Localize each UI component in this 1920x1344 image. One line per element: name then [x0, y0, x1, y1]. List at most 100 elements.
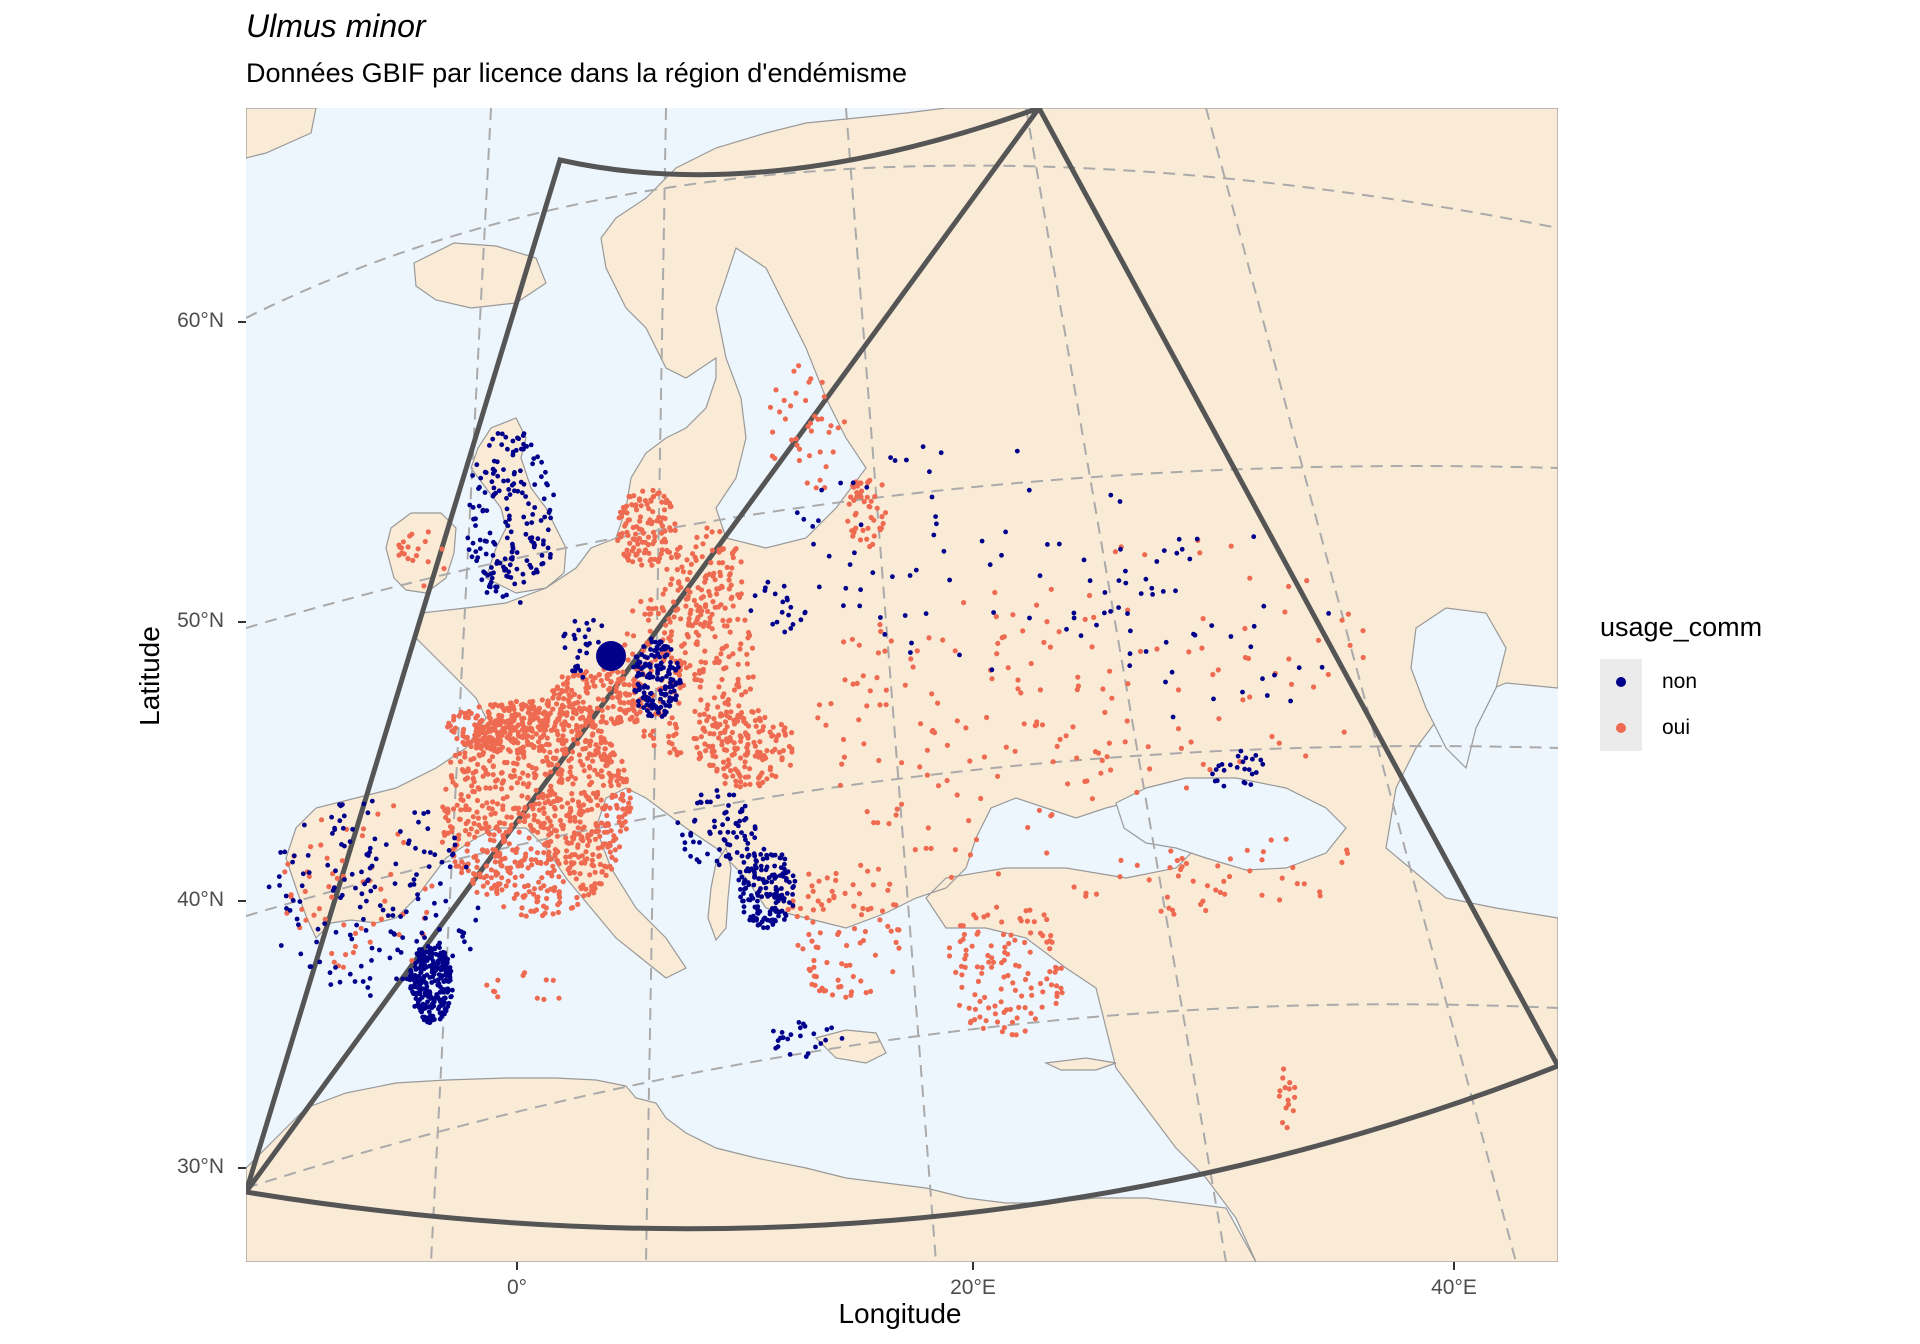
point-non	[776, 913, 781, 919]
point-oui	[545, 798, 551, 804]
point-oui	[459, 870, 465, 876]
point-oui	[687, 569, 693, 576]
point-non	[741, 909, 747, 915]
point-oui	[852, 526, 858, 532]
point-non	[673, 682, 679, 687]
point-oui	[587, 872, 593, 878]
point-non	[779, 609, 785, 615]
point-oui	[703, 602, 709, 608]
point-oui	[637, 557, 643, 563]
point-non	[1253, 753, 1259, 758]
point-non	[733, 820, 739, 826]
point-non	[576, 627, 582, 633]
point-oui	[608, 783, 614, 789]
point-oui	[871, 820, 877, 826]
point-non	[850, 480, 856, 486]
graticule-lat-60	[246, 164, 1558, 319]
point-oui	[1227, 856, 1233, 862]
point-oui	[1200, 616, 1206, 622]
point-oui	[407, 533, 413, 539]
point-oui	[623, 691, 629, 697]
point-oui	[1158, 908, 1164, 914]
point-oui	[1179, 855, 1185, 862]
point-oui	[464, 848, 470, 854]
point-oui	[1292, 1084, 1298, 1091]
point-oui	[560, 710, 566, 716]
point-oui	[504, 734, 510, 740]
point-oui	[548, 727, 554, 734]
point-non	[390, 906, 396, 912]
point-oui	[851, 484, 857, 490]
point-oui	[519, 716, 525, 722]
point-oui	[615, 537, 621, 543]
point-oui	[488, 875, 494, 881]
point-oui	[811, 964, 817, 970]
point-oui	[469, 783, 475, 789]
point-oui	[669, 629, 675, 635]
point-oui	[492, 718, 499, 724]
point-non	[1116, 605, 1121, 610]
point-non	[737, 869, 743, 875]
point-oui	[465, 767, 471, 773]
point-oui	[721, 747, 727, 753]
point-oui	[1175, 873, 1181, 879]
point-non	[635, 664, 641, 669]
point-oui	[1021, 721, 1027, 727]
point-oui	[1186, 649, 1192, 655]
point-non	[332, 885, 337, 891]
point-oui	[703, 748, 709, 754]
point-oui	[603, 872, 609, 879]
point-non	[493, 584, 498, 590]
point-non	[662, 646, 668, 652]
point-oui	[935, 783, 942, 789]
point-oui	[609, 695, 615, 701]
point-non	[406, 838, 412, 844]
point-oui	[1104, 754, 1110, 760]
point-non	[398, 914, 403, 919]
point-non	[583, 641, 589, 647]
point-non	[779, 886, 784, 891]
point-oui	[583, 689, 589, 695]
map-svg	[246, 108, 1558, 1262]
point-non	[810, 524, 816, 529]
point-oui	[548, 761, 554, 767]
point-non	[490, 553, 496, 558]
point-non	[538, 518, 544, 523]
point-non	[743, 885, 749, 891]
point-oui	[1047, 644, 1053, 650]
point-oui	[608, 752, 614, 758]
point-oui	[502, 759, 508, 766]
point-oui	[726, 577, 732, 583]
point-oui	[566, 758, 572, 764]
point-oui	[576, 811, 582, 817]
point-oui	[587, 782, 593, 788]
point-non	[717, 847, 722, 852]
point-oui	[422, 886, 428, 892]
point-oui	[622, 811, 628, 817]
point-non	[692, 818, 697, 824]
point-non	[443, 959, 449, 964]
point-oui	[736, 594, 743, 600]
point-non	[779, 1030, 785, 1035]
point-non	[646, 675, 652, 680]
point-oui	[700, 725, 706, 731]
point-non	[1123, 580, 1129, 586]
point-oui	[622, 642, 628, 648]
point-oui	[555, 849, 561, 855]
point-oui	[789, 437, 795, 443]
point-oui	[521, 754, 527, 760]
point-oui	[1190, 878, 1196, 884]
point-non	[671, 688, 677, 694]
point-non	[1258, 757, 1264, 763]
point-oui	[575, 901, 581, 908]
point-non	[422, 935, 427, 940]
point-oui	[541, 850, 547, 856]
point-oui	[451, 714, 457, 720]
point-oui	[525, 772, 531, 779]
point-oui	[541, 996, 547, 1003]
point-oui	[980, 1025, 986, 1031]
point-oui	[475, 761, 481, 768]
point-oui	[511, 706, 517, 712]
point-oui	[1044, 619, 1050, 625]
point-oui	[864, 703, 870, 709]
